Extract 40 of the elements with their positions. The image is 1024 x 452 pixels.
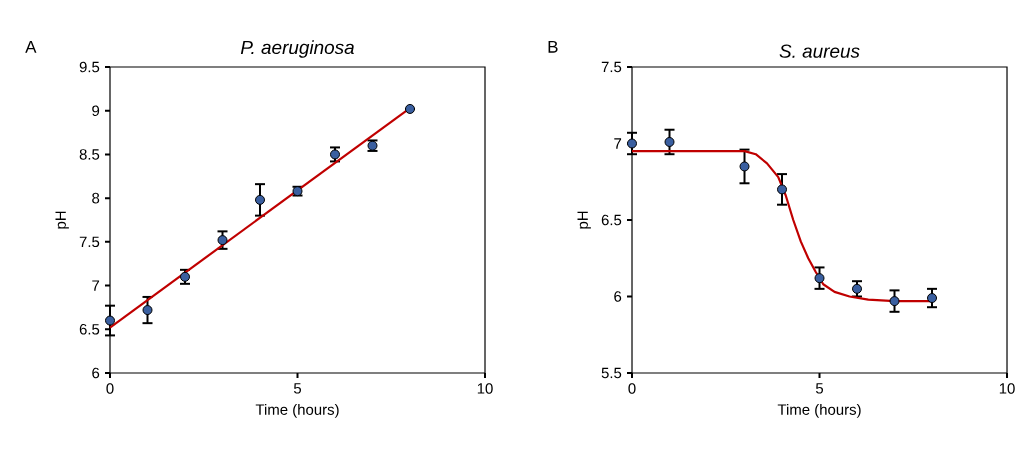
point	[852, 283, 863, 294]
y-axis-title: pH	[55, 211, 69, 229]
y-tick-label: 7	[92, 280, 100, 291]
point	[777, 184, 788, 195]
chart-title: P. aeruginosa	[240, 40, 354, 58]
y-tick-label: 6.5	[601, 214, 622, 226]
y-tick-label: 7.5	[79, 236, 100, 248]
x-axis-title: Time (hours)	[255, 403, 339, 418]
x-tick-label: 5	[293, 383, 302, 394]
y-tick-label: 5.5	[601, 367, 622, 379]
y-tick-label: 6	[92, 367, 100, 379]
point	[889, 296, 900, 307]
point	[405, 103, 415, 114]
y-tick-label: 6	[614, 291, 622, 302]
y-tick-label: 9.5	[79, 61, 100, 73]
point	[627, 138, 638, 149]
y-axis-title: pH	[577, 211, 591, 229]
text: A	[25, 40, 37, 53]
y-tick-label: 7.5	[601, 61, 622, 73]
y-tick-label: 6.5	[79, 323, 100, 335]
y-tick-label: 9	[92, 105, 100, 116]
x-tick-label: 10	[999, 383, 1015, 394]
text: B	[548, 40, 558, 53]
x-tick-label: 10	[477, 383, 493, 394]
point	[814, 273, 825, 284]
chart-title: S. aureus	[779, 44, 860, 58]
y-tick-label: 7	[614, 138, 622, 149]
x-tick-label: 5	[815, 383, 824, 394]
y-tick-label: 8.5	[79, 149, 100, 160]
x-tick-label: 0	[106, 383, 114, 394]
point	[255, 194, 265, 205]
point	[927, 293, 938, 304]
point	[217, 235, 228, 246]
x-axis-title: Time (hours)	[777, 403, 861, 418]
x-tick-label: 0	[628, 383, 636, 394]
point	[105, 315, 115, 326]
y-tick-label: 8	[92, 192, 100, 204]
point	[142, 305, 153, 316]
point	[664, 136, 675, 147]
point	[739, 161, 750, 172]
